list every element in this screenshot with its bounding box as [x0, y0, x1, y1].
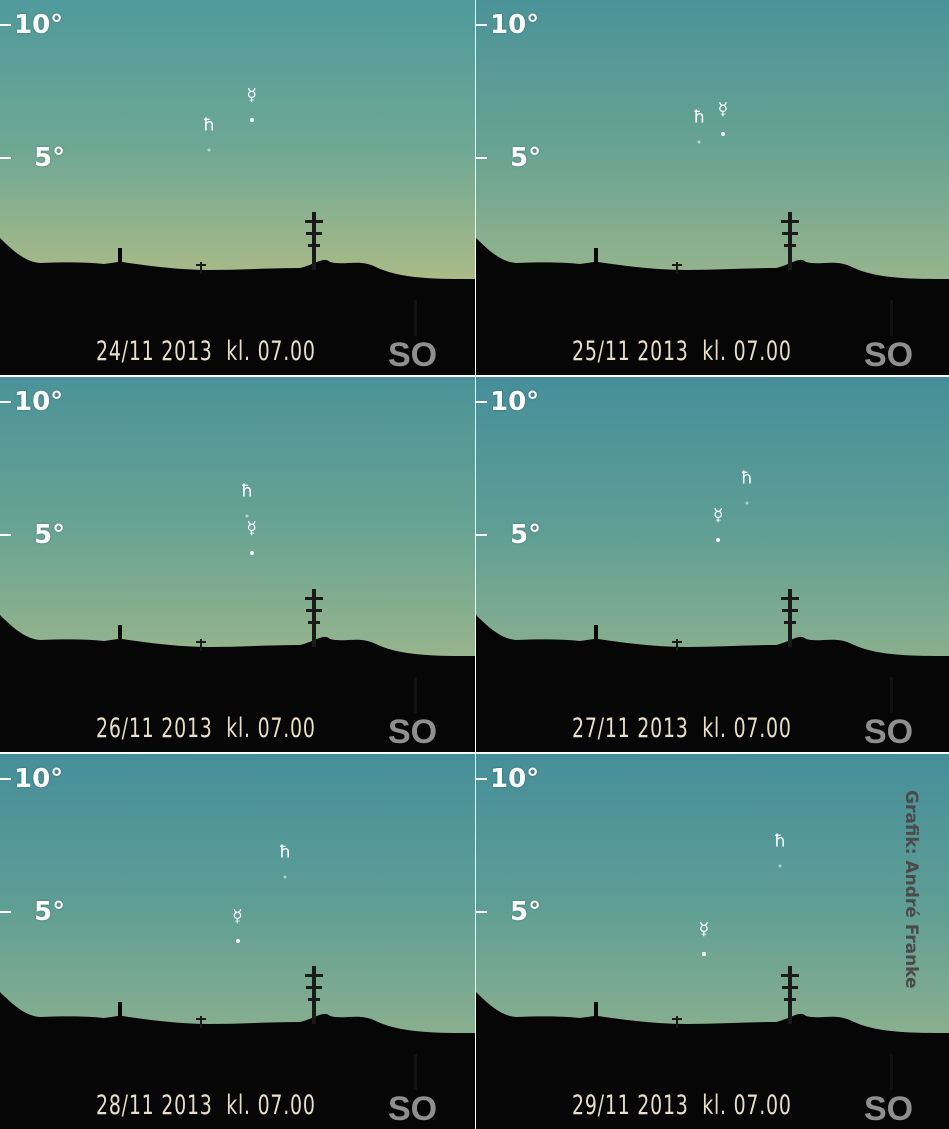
altitude-label: 10°	[14, 387, 64, 417]
saturn-star	[745, 501, 749, 505]
direction-marker	[414, 300, 417, 336]
saturn-star	[283, 875, 287, 879]
altitude-label: 5°	[510, 896, 542, 927]
credit-label: Grafik: André Franke	[901, 790, 921, 989]
saturn-symbol: ħ	[740, 468, 753, 489]
mercury-star	[721, 131, 725, 136]
mercury-symbol: ☿	[232, 906, 243, 927]
saturn-star	[778, 864, 782, 868]
altitude-label: 10°	[490, 387, 540, 417]
mercury-symbol: ☿	[698, 919, 710, 940]
altitude-label: 5°	[34, 519, 66, 550]
horizon-silhouette	[476, 589, 949, 752]
sky-panel: 10° 5° ħ ☿ 29/11 2013 kl. 07.00 SO	[476, 754, 949, 1129]
saturn-symbol: ħ	[241, 481, 253, 502]
altitude-label: 10°	[490, 764, 540, 794]
altitude-tick	[0, 24, 11, 26]
compass-direction: SO	[388, 1090, 438, 1128]
altitude-tick	[0, 401, 11, 403]
altitude-label: 10°	[14, 10, 64, 40]
altitude-tick	[0, 533, 11, 536]
altitude-label: 5°	[510, 519, 542, 550]
altitude-tick	[476, 401, 487, 403]
direction-marker	[890, 677, 893, 713]
horizon-silhouette	[0, 589, 475, 752]
mercury-symbol: ☿	[246, 85, 257, 106]
altitude-tick	[476, 156, 487, 159]
altitude-tick	[0, 156, 11, 159]
sky-panel: 10° 5° ħ ☿ 25/11 2013 kl. 07.00 SO	[476, 0, 949, 375]
horizon-silhouette	[476, 966, 949, 1129]
mercury-star	[235, 938, 240, 943]
mercury-star	[716, 537, 721, 542]
direction-marker	[414, 1054, 417, 1090]
saturn-symbol: ħ	[693, 107, 706, 128]
saturn-symbol: ħ	[279, 842, 291, 863]
saturn-star	[207, 148, 211, 152]
direction-marker	[890, 1054, 893, 1090]
mercury-star	[702, 951, 706, 956]
saturn-symbol: ħ	[203, 115, 215, 136]
sky-panel: 10° 5° ħ ☿ 24/11 2013 kl. 07.00 SO	[0, 0, 475, 375]
sky-panel: 10° 5° ħ ☿ 26/11 2013 kl. 07.00 SO	[0, 377, 475, 752]
compass-direction: SO	[864, 1090, 914, 1128]
altitude-tick	[476, 533, 487, 536]
altitude-tick	[476, 778, 487, 780]
direction-marker	[890, 300, 893, 336]
sky-panel: 10° 5° ħ ☿ 27/11 2013 kl. 07.00 SO	[476, 377, 949, 752]
altitude-label: 5°	[510, 142, 542, 173]
saturn-star	[697, 140, 701, 144]
altitude-tick	[476, 24, 487, 26]
mercury-symbol: ☿	[246, 518, 257, 539]
compass-direction: SO	[864, 713, 914, 751]
date-caption: 29/11 2013 kl. 07.00	[572, 1090, 792, 1121]
compass-direction: SO	[864, 336, 914, 374]
altitude-label: 5°	[34, 896, 66, 927]
date-caption: 27/11 2013 kl. 07.00	[572, 713, 792, 744]
altitude-tick	[476, 910, 487, 913]
compass-direction: SO	[388, 336, 438, 374]
date-caption: 25/11 2013 kl. 07.00	[572, 336, 792, 367]
altitude-label: 10°	[14, 764, 64, 794]
mercury-star	[249, 551, 254, 556]
date-caption: 28/11 2013 kl. 07.00	[96, 1090, 316, 1121]
horizon-silhouette	[476, 212, 949, 375]
compass-direction: SO	[388, 713, 438, 751]
direction-marker	[414, 677, 417, 713]
mercury-symbol: ☿	[717, 99, 729, 120]
horizon-silhouette	[0, 966, 475, 1129]
saturn-star	[245, 514, 249, 518]
altitude-tick	[0, 910, 11, 913]
altitude-label: 10°	[490, 10, 540, 40]
mercury-symbol: ☿	[713, 505, 724, 526]
altitude-tick	[0, 778, 11, 780]
saturn-symbol: ħ	[774, 831, 786, 852]
sky-panel: 10° 5° ħ ☿ 28/11 2013 kl. 07.00 SO	[0, 754, 475, 1129]
date-caption: 26/11 2013 kl. 07.00	[96, 713, 316, 744]
horizon-silhouette	[0, 212, 475, 375]
mercury-star	[249, 118, 254, 123]
altitude-label: 5°	[34, 142, 66, 173]
date-caption: 24/11 2013 kl. 07.00	[96, 336, 316, 367]
